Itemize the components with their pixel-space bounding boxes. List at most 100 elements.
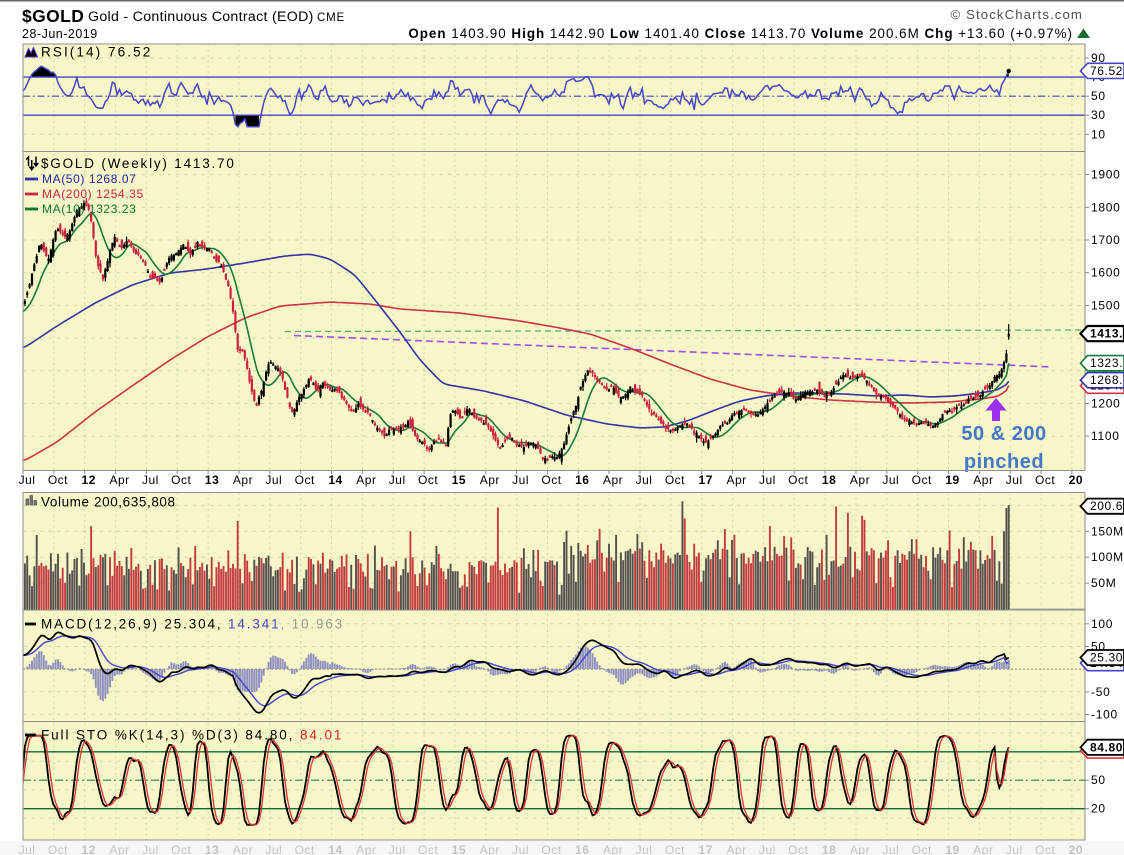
svg-text:Jul: Jul xyxy=(636,843,653,855)
svg-text:14: 14 xyxy=(328,473,342,487)
svg-text:12: 12 xyxy=(82,473,96,487)
svg-text:Apr: Apr xyxy=(850,473,870,487)
svg-text:© StockCharts.com: © StockCharts.com xyxy=(951,7,1083,22)
svg-text:MA(50) 1268.07: MA(50) 1268.07 xyxy=(42,172,136,186)
svg-text:-50: -50 xyxy=(1091,685,1110,699)
svg-text:15: 15 xyxy=(452,843,466,855)
svg-text:RSI(14) 76.52: RSI(14) 76.52 xyxy=(41,45,152,60)
svg-text:Apr: Apr xyxy=(110,843,130,855)
svg-text:16: 16 xyxy=(575,843,589,855)
svg-text:MACD(12,26,9) 25.304, 14.341,: MACD(12,26,9) 25.304, 14.341, 10.963 xyxy=(41,617,344,632)
svg-text:50: 50 xyxy=(1091,89,1106,103)
svg-text:18: 18 xyxy=(822,473,836,487)
svg-text:14: 14 xyxy=(328,843,342,855)
svg-text:pinched: pinched xyxy=(964,451,1044,473)
svg-text:1268.: 1268. xyxy=(1090,373,1123,387)
svg-text:Volume 200,635,808: Volume 200,635,808 xyxy=(41,495,176,510)
svg-text:Jul: Jul xyxy=(512,473,529,487)
svg-text:Jul: Jul xyxy=(882,843,899,855)
svg-text:Open 1403.90 High 1442.90 Low: Open 1403.90 High 1442.90 Low 1401.40 Cl… xyxy=(408,26,1073,41)
svg-text:Jul: Jul xyxy=(1006,843,1023,855)
svg-text:Oct: Oct xyxy=(912,473,932,487)
svg-text:Jul: Jul xyxy=(142,473,159,487)
svg-text:MA(200) 1254.35: MA(200) 1254.35 xyxy=(42,187,144,201)
svg-text:Oct: Oct xyxy=(171,843,191,855)
svg-text:50: 50 xyxy=(1091,773,1106,787)
svg-text:Oct: Oct xyxy=(541,473,561,487)
svg-text:1323.: 1323. xyxy=(1090,356,1123,370)
svg-text:Apr: Apr xyxy=(233,473,253,487)
svg-text:Jul: Jul xyxy=(882,473,899,487)
svg-text:-100: -100 xyxy=(1091,707,1118,721)
svg-text:Apr: Apr xyxy=(727,473,747,487)
svg-text:Jul: Jul xyxy=(265,843,282,855)
svg-text:76.52: 76.52 xyxy=(1090,64,1123,78)
svg-text:Oct: Oct xyxy=(788,473,808,487)
svg-text:Oct: Oct xyxy=(295,473,315,487)
svg-text:90: 90 xyxy=(1091,51,1106,65)
svg-text:Jul: Jul xyxy=(142,843,159,855)
svg-text:Jul: Jul xyxy=(759,843,776,855)
svg-text:12: 12 xyxy=(82,843,96,855)
svg-text:50 & 200: 50 & 200 xyxy=(961,423,1046,445)
svg-text:20: 20 xyxy=(1091,802,1106,816)
svg-text:13: 13 xyxy=(205,843,219,855)
svg-text:Gold - Continuous Contract (EO: Gold - Continuous Contract (EOD) xyxy=(88,9,314,25)
svg-text:Jul: Jul xyxy=(1006,473,1023,487)
svg-text:150M: 150M xyxy=(1091,524,1124,538)
svg-text:19: 19 xyxy=(945,473,959,487)
svg-text:17: 17 xyxy=(699,473,713,487)
svg-text:Oct: Oct xyxy=(541,843,561,855)
svg-text:Oct: Oct xyxy=(912,843,932,855)
svg-text:Apr: Apr xyxy=(233,843,253,855)
svg-text:Jul: Jul xyxy=(759,473,776,487)
svg-text:25.30: 25.30 xyxy=(1090,651,1123,665)
svg-text:1100: 1100 xyxy=(1091,429,1120,443)
svg-text:Apr: Apr xyxy=(603,843,623,855)
svg-text:84.80: 84.80 xyxy=(1090,740,1123,754)
svg-text:Oct: Oct xyxy=(418,473,438,487)
svg-text:Jul: Jul xyxy=(636,473,653,487)
svg-text:Oct: Oct xyxy=(1035,843,1055,855)
svg-text:200.63: 200.63 xyxy=(1090,499,1124,513)
svg-text:Apr: Apr xyxy=(480,473,500,487)
svg-text:Jul: Jul xyxy=(389,843,406,855)
svg-text:Jul: Jul xyxy=(19,473,36,487)
svg-text:Oct: Oct xyxy=(48,843,68,855)
svg-text:Jul: Jul xyxy=(389,473,406,487)
svg-text:1800: 1800 xyxy=(1091,200,1121,214)
svg-text:Oct: Oct xyxy=(418,843,438,855)
svg-text:Jul: Jul xyxy=(512,843,529,855)
svg-text:Apr: Apr xyxy=(727,843,747,855)
svg-text:1900: 1900 xyxy=(1091,168,1121,182)
svg-text:1413.: 1413. xyxy=(1090,327,1123,341)
svg-text:13: 13 xyxy=(205,473,219,487)
svg-text:Apr: Apr xyxy=(850,843,870,855)
svg-text:100M: 100M xyxy=(1091,550,1124,564)
svg-text:Apr: Apr xyxy=(480,843,500,855)
svg-text:Apr: Apr xyxy=(603,473,623,487)
svg-text:Oct: Oct xyxy=(665,473,685,487)
svg-text:Jul: Jul xyxy=(265,473,282,487)
svg-text:Oct: Oct xyxy=(295,843,315,855)
svg-text:10: 10 xyxy=(1091,127,1106,141)
svg-text:1600: 1600 xyxy=(1091,266,1121,280)
svg-text:Oct: Oct xyxy=(171,473,191,487)
svg-text:Apr: Apr xyxy=(356,473,376,487)
svg-text:Apr: Apr xyxy=(973,473,993,487)
svg-text:1700: 1700 xyxy=(1091,233,1121,247)
svg-text:Oct: Oct xyxy=(788,843,808,855)
svg-text:30: 30 xyxy=(1091,108,1106,122)
svg-text:50M: 50M xyxy=(1091,576,1116,590)
svg-text:Oct: Oct xyxy=(665,843,685,855)
svg-text:$GOLD (Weekly) 1413.70: $GOLD (Weekly) 1413.70 xyxy=(41,156,236,171)
svg-text:20: 20 xyxy=(1069,473,1083,487)
svg-text:Jul: Jul xyxy=(19,843,36,855)
svg-text:20: 20 xyxy=(1069,843,1083,855)
svg-text:1500: 1500 xyxy=(1091,298,1121,312)
svg-text:1200: 1200 xyxy=(1091,397,1121,411)
svg-text:19: 19 xyxy=(945,843,959,855)
svg-text:MA(10) 1323.23: MA(10) 1323.23 xyxy=(42,202,136,216)
svg-text:100: 100 xyxy=(1091,617,1113,631)
svg-text:28-Jun-2019: 28-Jun-2019 xyxy=(22,27,98,41)
